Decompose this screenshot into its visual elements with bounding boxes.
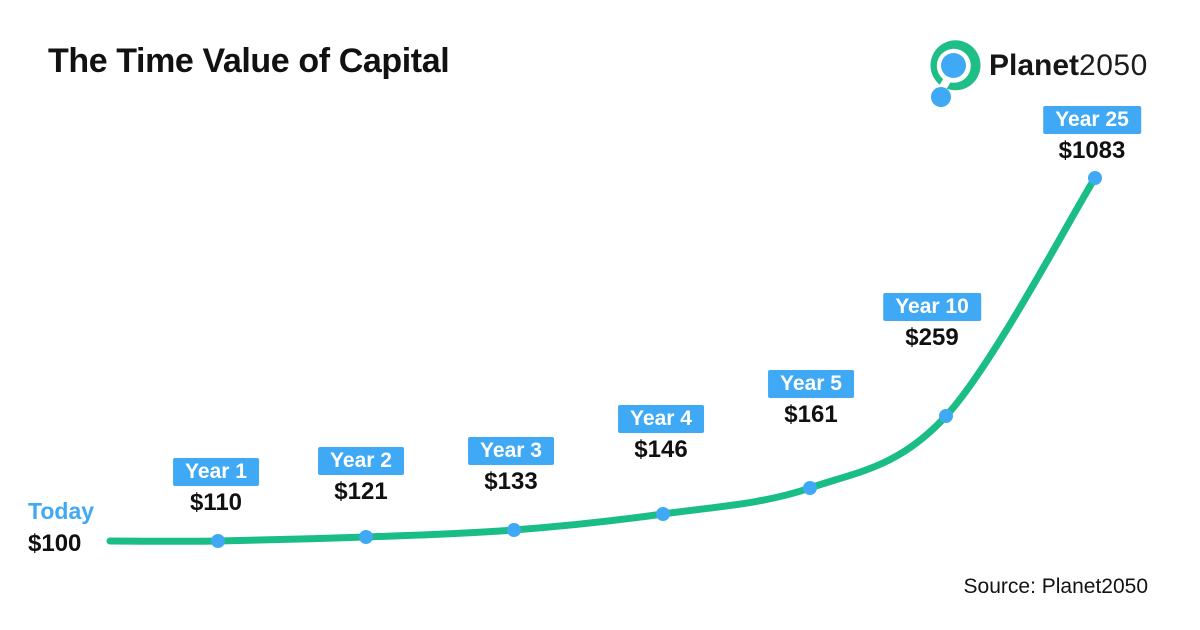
data-point-dot <box>507 523 521 537</box>
growth-line <box>106 174 1099 545</box>
data-point-dot <box>1088 171 1102 185</box>
data-point-dot <box>803 481 817 495</box>
data-point-dot <box>359 530 373 544</box>
brand-name-light: 2050 <box>1079 49 1148 82</box>
brand-name-bold: Planet <box>989 49 1080 82</box>
page-title: The Time Value of Capital <box>48 42 450 80</box>
data-point-dot <box>656 507 670 521</box>
logo-blue-dot <box>931 87 951 107</box>
data-point-dot <box>211 534 225 548</box>
data-point-dot <box>939 409 953 423</box>
brand-wordmark: Planet2050 <box>989 51 1148 81</box>
source-credit: Source: Planet2050 <box>963 575 1148 598</box>
logo-blue-circle <box>941 53 966 78</box>
planet2050-logo-icon <box>930 40 981 107</box>
